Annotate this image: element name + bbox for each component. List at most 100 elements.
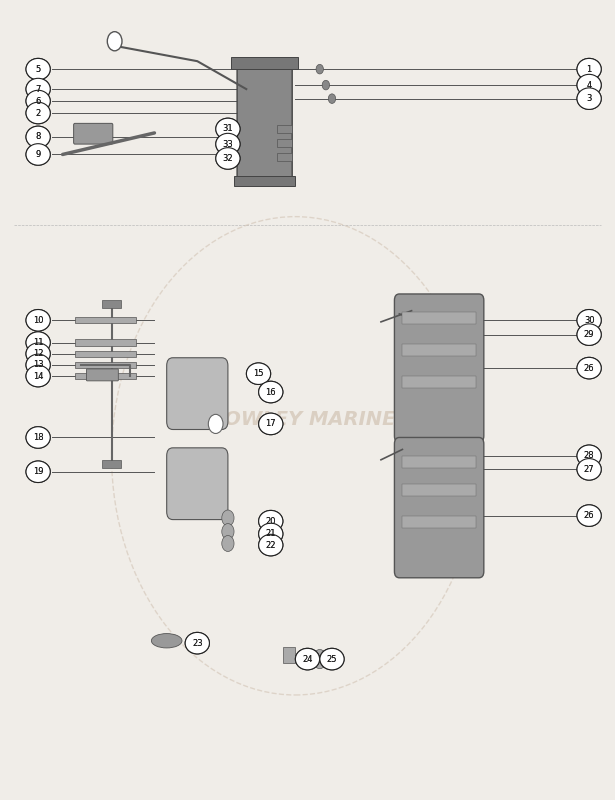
- Bar: [231, 57, 298, 69]
- Ellipse shape: [26, 310, 50, 331]
- Ellipse shape: [577, 58, 601, 80]
- Ellipse shape: [216, 148, 240, 170]
- Ellipse shape: [577, 458, 601, 480]
- Ellipse shape: [26, 332, 50, 354]
- Ellipse shape: [26, 90, 50, 112]
- Text: 29: 29: [584, 330, 594, 339]
- Text: CROWLEY MARINE: CROWLEY MARINE: [195, 410, 395, 430]
- Circle shape: [107, 32, 122, 51]
- Ellipse shape: [26, 461, 50, 482]
- Text: 22: 22: [266, 541, 276, 550]
- Text: 4: 4: [587, 81, 592, 90]
- Bar: [103, 460, 121, 468]
- Ellipse shape: [247, 363, 271, 385]
- Bar: [402, 515, 476, 527]
- Ellipse shape: [577, 88, 601, 110]
- Ellipse shape: [577, 74, 601, 96]
- Text: 12: 12: [33, 350, 44, 358]
- Text: 13: 13: [33, 361, 44, 370]
- Ellipse shape: [216, 118, 240, 140]
- Text: 33: 33: [223, 139, 233, 149]
- Ellipse shape: [26, 426, 50, 448]
- Text: 19: 19: [33, 467, 44, 476]
- Bar: [283, 647, 295, 663]
- Ellipse shape: [26, 78, 50, 100]
- Text: 31: 31: [223, 125, 233, 134]
- Text: 25: 25: [327, 654, 337, 663]
- Circle shape: [222, 523, 234, 539]
- Ellipse shape: [26, 102, 50, 124]
- Text: 18: 18: [33, 433, 44, 442]
- Ellipse shape: [26, 310, 50, 331]
- Text: 7: 7: [36, 85, 41, 94]
- Bar: [75, 339, 136, 346]
- Ellipse shape: [26, 343, 50, 365]
- Text: 30: 30: [584, 316, 595, 325]
- Text: 7: 7: [36, 85, 41, 94]
- FancyBboxPatch shape: [394, 438, 484, 578]
- Text: 5: 5: [36, 65, 41, 74]
- Bar: [75, 350, 136, 357]
- Ellipse shape: [259, 382, 283, 402]
- Text: 13: 13: [33, 361, 44, 370]
- Text: 5: 5: [36, 65, 41, 74]
- Text: 26: 26: [584, 364, 595, 373]
- Text: 21: 21: [266, 530, 276, 538]
- Bar: [75, 317, 136, 323]
- Text: 32: 32: [223, 154, 233, 163]
- Text: 8: 8: [36, 133, 41, 142]
- Ellipse shape: [26, 461, 50, 482]
- Bar: [103, 300, 121, 308]
- FancyBboxPatch shape: [167, 448, 228, 519]
- Ellipse shape: [259, 413, 283, 434]
- Ellipse shape: [577, 324, 601, 346]
- Ellipse shape: [247, 363, 271, 385]
- Ellipse shape: [26, 366, 50, 387]
- Bar: [277, 139, 292, 147]
- Ellipse shape: [216, 148, 240, 170]
- Ellipse shape: [185, 632, 210, 654]
- Text: 11: 11: [33, 338, 44, 347]
- Ellipse shape: [577, 58, 601, 80]
- Ellipse shape: [295, 648, 320, 670]
- Ellipse shape: [216, 134, 240, 155]
- Text: 1: 1: [587, 65, 592, 74]
- Ellipse shape: [577, 458, 601, 480]
- Text: 27: 27: [584, 465, 595, 474]
- Bar: [277, 153, 292, 161]
- Ellipse shape: [216, 134, 240, 155]
- Bar: [402, 312, 476, 324]
- Ellipse shape: [577, 310, 601, 331]
- Text: 9: 9: [36, 150, 41, 159]
- FancyBboxPatch shape: [167, 358, 228, 430]
- Text: 2: 2: [36, 109, 41, 118]
- Ellipse shape: [26, 426, 50, 448]
- Text: 4: 4: [587, 81, 592, 90]
- Ellipse shape: [259, 523, 283, 545]
- Text: 30: 30: [584, 316, 595, 325]
- Ellipse shape: [259, 413, 283, 434]
- Text: 10: 10: [33, 316, 44, 325]
- Text: 28: 28: [584, 451, 595, 460]
- Ellipse shape: [259, 534, 283, 556]
- Text: 22: 22: [266, 541, 276, 550]
- Ellipse shape: [26, 354, 50, 376]
- Text: 16: 16: [266, 387, 276, 397]
- Text: 6: 6: [36, 97, 41, 106]
- Bar: [402, 484, 476, 496]
- Ellipse shape: [26, 332, 50, 354]
- FancyBboxPatch shape: [394, 294, 484, 442]
- Ellipse shape: [577, 358, 601, 379]
- Text: 8: 8: [36, 133, 41, 142]
- Circle shape: [312, 650, 327, 669]
- Circle shape: [222, 535, 234, 551]
- Ellipse shape: [26, 58, 50, 80]
- Ellipse shape: [259, 534, 283, 556]
- Ellipse shape: [320, 648, 344, 670]
- Text: 2: 2: [36, 109, 41, 118]
- Text: 33: 33: [223, 139, 233, 149]
- Ellipse shape: [259, 523, 283, 545]
- Ellipse shape: [26, 58, 50, 80]
- Text: 20: 20: [266, 517, 276, 526]
- FancyBboxPatch shape: [237, 61, 292, 181]
